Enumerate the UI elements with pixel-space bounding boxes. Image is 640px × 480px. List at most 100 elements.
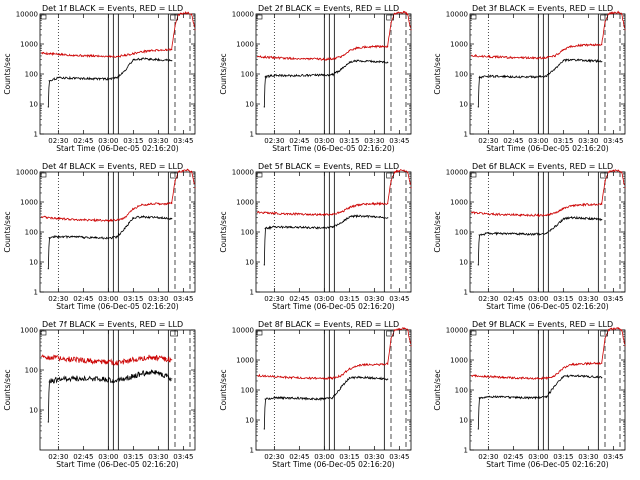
data-point-lld: [290, 377, 292, 379]
data-point-lld: [390, 180, 392, 182]
y-tick-label: 100: [25, 367, 38, 375]
x-tick-label: 03:45: [603, 137, 623, 145]
data-point-lld: [365, 46, 367, 48]
data-point-lld: [365, 364, 367, 366]
data-point-lld: [601, 362, 603, 364]
y-axis-label: Counts/sec: [433, 53, 442, 94]
y-tick-label: 100: [25, 71, 38, 79]
x-tick-label: 03:15: [123, 453, 143, 461]
data-point-lld: [373, 203, 375, 205]
data-point-lld: [537, 378, 539, 380]
data-point-events: [521, 76, 523, 78]
data-point-events: [487, 75, 489, 77]
y-tick-label: 100: [241, 71, 254, 79]
y-tick-label: 10000: [446, 11, 468, 19]
data-point-events: [554, 385, 556, 387]
x-tick-label: 03:30: [578, 137, 598, 145]
data-point-lld: [521, 214, 523, 216]
data-point-events: [387, 62, 389, 64]
data-point-lld: [91, 360, 93, 362]
data-point-lld: [157, 49, 159, 51]
data-point-lld: [307, 377, 309, 379]
x-tick-label: 03:15: [553, 137, 573, 145]
data-point-lld: [332, 58, 334, 60]
data-point-events: [387, 217, 389, 219]
y-tick-label: 10: [29, 407, 38, 415]
data-point-lld: [124, 361, 126, 363]
y-axis-label: Counts/sec: [219, 53, 228, 94]
y-tick-label: 100: [455, 71, 468, 79]
data-point-events: [264, 76, 266, 78]
data-point-lld: [604, 21, 606, 23]
data-point-events: [48, 80, 50, 82]
data-point-lld: [348, 368, 350, 370]
x-axis-label: Start Time (06-Dec-05 02:16:20): [56, 460, 178, 469]
data-point-lld: [554, 375, 556, 377]
series-line-events: [477, 58, 602, 108]
x-tick-label: 03:00: [98, 453, 118, 461]
data-point-lld: [403, 169, 405, 171]
x-tick-label: 02:45: [503, 295, 523, 303]
data-point-events: [562, 218, 564, 220]
data-point-events: [601, 377, 603, 379]
y-tick-label: 10000: [446, 327, 468, 335]
x-tick-label: 03:00: [314, 453, 334, 461]
x-tick-label: 03:15: [553, 453, 573, 461]
chart-panel-1: Det 1f BLACK = Events, RED = LLD 1 10 100 10…: [3, 4, 196, 153]
data-point-lld: [387, 363, 389, 365]
y-tick-label: 1: [250, 289, 254, 297]
data-point-events: [504, 396, 506, 398]
x-tick-label: 02:45: [73, 295, 93, 303]
data-point-events: [264, 228, 266, 230]
data-point-events: [124, 70, 126, 72]
data-point-lld: [177, 14, 179, 16]
x-tick-label: 02:30: [478, 295, 498, 303]
x-tick-label: 02:30: [478, 137, 498, 145]
data-point-lld: [323, 214, 325, 216]
data-point-events: [601, 219, 603, 221]
data-point-lld: [290, 213, 292, 215]
data-point-lld: [340, 211, 342, 213]
data-point-events: [477, 106, 479, 108]
series-line-events: [263, 375, 388, 430]
data-point-lld: [273, 57, 275, 59]
x-tick-label: 03:00: [98, 295, 118, 303]
data-point-events: [340, 69, 342, 71]
data-point-lld: [257, 375, 259, 377]
x-tick-label: 03:15: [123, 137, 143, 145]
series-line-events: [47, 214, 172, 270]
chart-title: Det 1f BLACK = Events, RED = LLD: [42, 4, 183, 13]
event-marker-icon: [386, 330, 394, 337]
data-point-events: [74, 77, 76, 79]
event-marker-icon: [600, 172, 608, 179]
data-point-events: [596, 60, 598, 62]
data-point-events: [57, 77, 59, 79]
data-point-lld: [187, 169, 189, 171]
plot-frame: [39, 171, 196, 293]
series-line-lld: [257, 169, 411, 217]
x-tick-label: 03:30: [364, 453, 384, 461]
corner-marker-icon: [470, 172, 477, 178]
data-point-events: [171, 218, 173, 220]
y-tick-label: 100: [241, 229, 254, 237]
data-point-events: [554, 226, 556, 228]
data-point-lld: [612, 328, 614, 330]
data-point-events: [307, 227, 309, 229]
y-tick-label: 1: [464, 447, 468, 455]
data-point-events: [132, 59, 134, 61]
data-point-lld: [537, 57, 539, 59]
data-point-events: [373, 377, 375, 379]
chart-title: Det 7f BLACK = Events, RED = LLD: [42, 320, 183, 329]
series-line-lld: [41, 168, 195, 223]
x-tick-label: 03:45: [389, 295, 409, 303]
x-tick-label: 02:30: [264, 453, 284, 461]
data-point-events: [116, 236, 118, 238]
x-axis-label: Start Time (06-Dec-05 02:16:20): [486, 302, 608, 311]
x-tick-label: 02:45: [503, 137, 523, 145]
data-point-events: [504, 76, 506, 78]
data-point-events: [562, 60, 564, 62]
y-axis-label: Counts/sec: [219, 211, 228, 252]
data-point-lld: [596, 203, 598, 205]
x-tick-label: 03:15: [339, 453, 359, 461]
